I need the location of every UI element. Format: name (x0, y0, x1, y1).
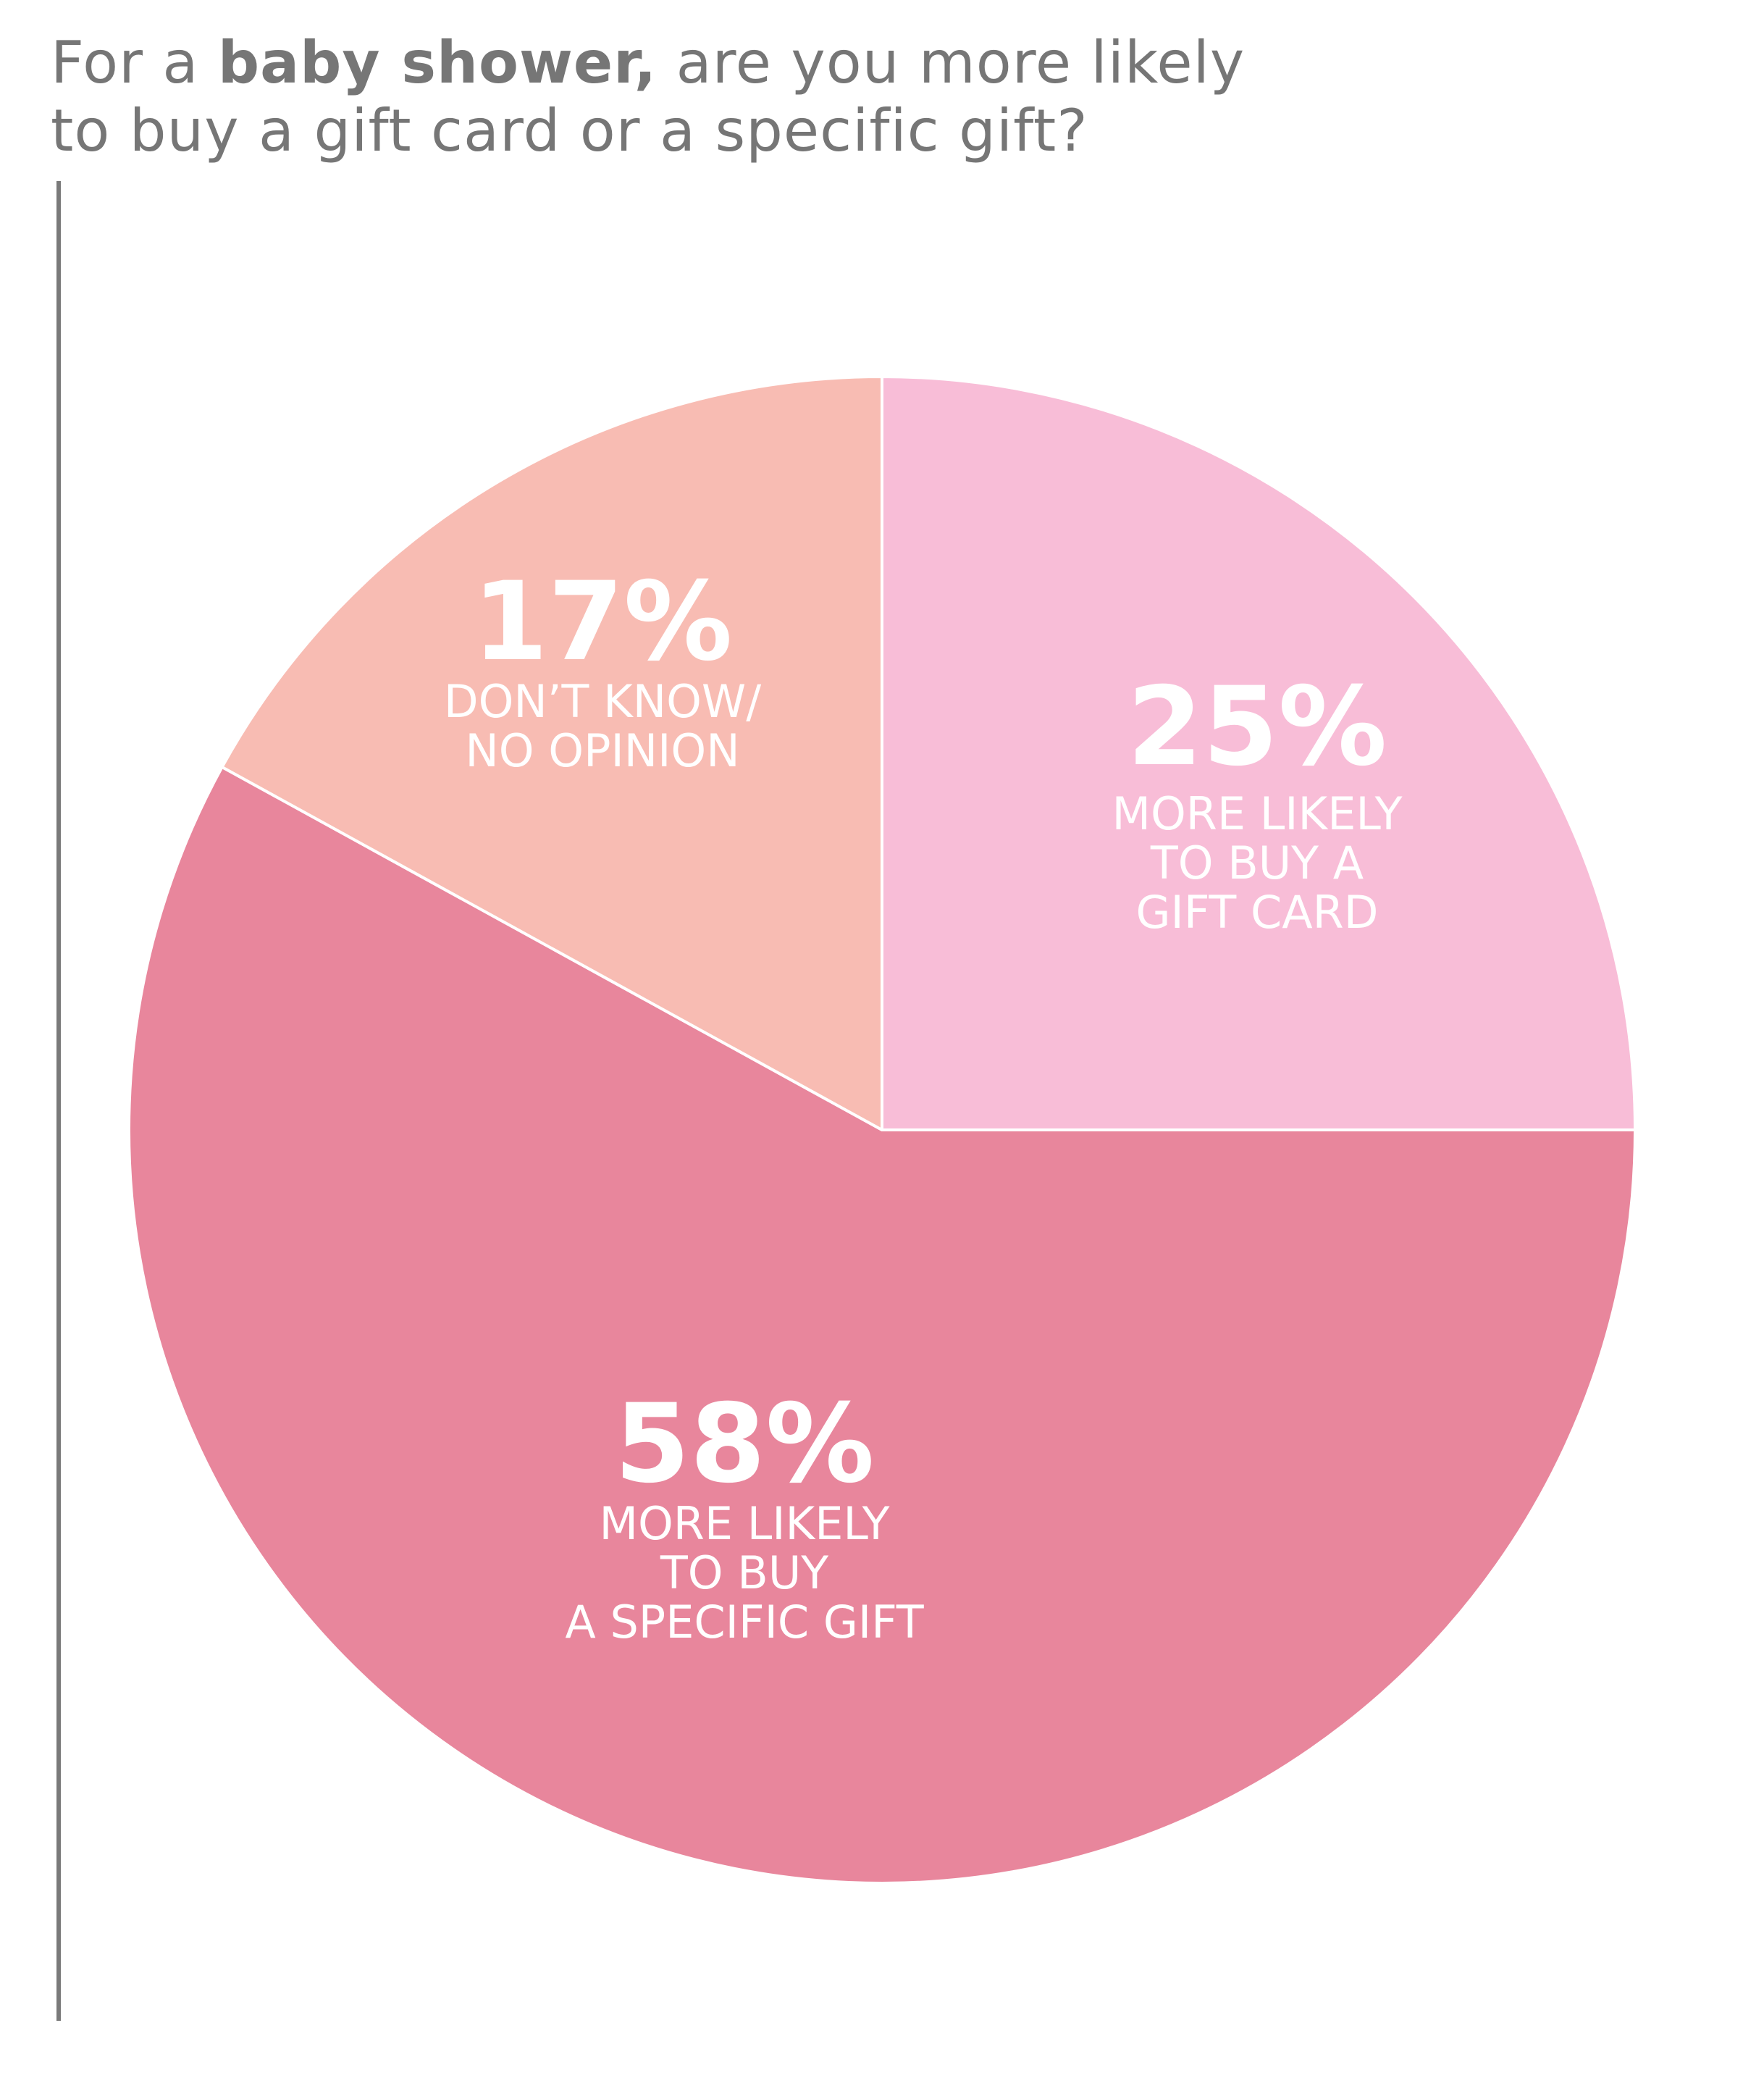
slice-percent-label: 25% (1127, 664, 1387, 790)
slice-description-line: MORE LIKELY (599, 1497, 889, 1550)
chart-title-line-1: For a baby shower, are you more likely (51, 29, 1716, 97)
slice-percent-label: 58% (614, 1381, 874, 1507)
chart-title-line-2: to buy a gift card or a specific gift? (51, 97, 1088, 164)
slice-description-line: DON’T KNOW/ (444, 675, 761, 728)
slice-description-line: TO BUY (660, 1546, 828, 1599)
pie-slice-58-more-likely-to-buy-a-specific-gift (127, 765, 1637, 1885)
slice-label-2: 17%DON’T KNOW/NO OPINION (444, 559, 761, 777)
pie-slice-25-more-likely-to-buy-a-gift-card (881, 375, 1637, 1131)
slice-description-line: TO BUY A (1150, 837, 1364, 889)
vertical-divider (56, 181, 61, 2021)
title-prefix: For a (51, 29, 218, 96)
pie-slice-17-don-t-know-no-opinion (220, 375, 883, 1131)
title-emphasis: baby shower, (217, 29, 658, 96)
slice-description-line: A SPECIFIC GIFT (565, 1596, 924, 1649)
chart-title: For a baby shower, are you more likely t… (51, 29, 1716, 165)
slice-description-line: MORE LIKELY (1112, 787, 1402, 840)
title-suffix: are you more likely (657, 29, 1246, 96)
slice-percent-label: 17% (472, 559, 732, 685)
slice-description-line: GIFT CARD (1135, 886, 1378, 939)
slice-description-line: NO OPINION (465, 724, 739, 777)
